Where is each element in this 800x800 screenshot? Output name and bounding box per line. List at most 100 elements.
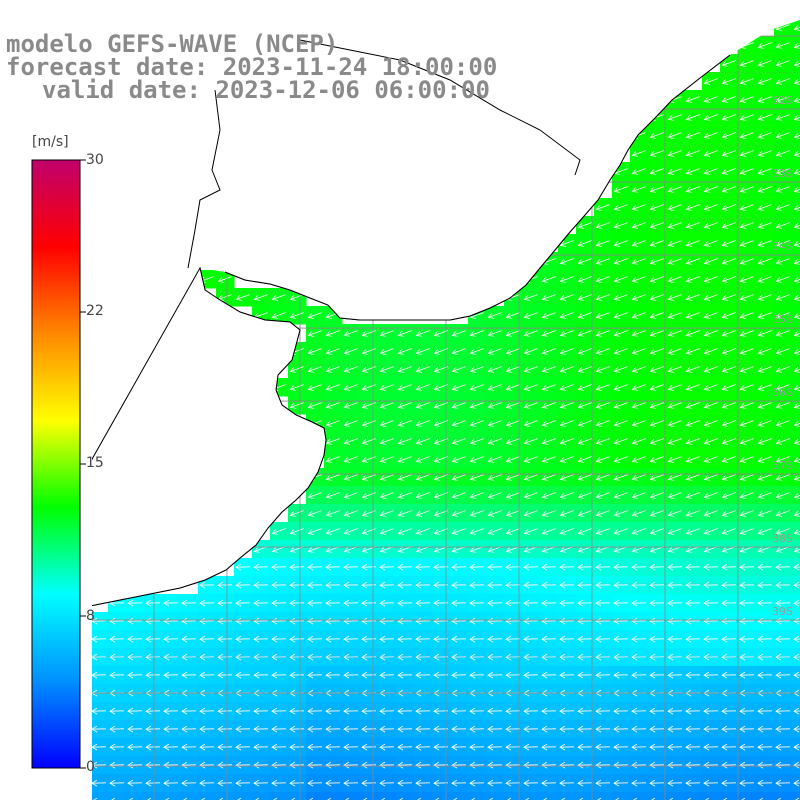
wind-arrow: [505, 761, 521, 769]
wind-arrow: [307, 492, 322, 499]
wind-arrow: [721, 528, 736, 535]
wind-arrow: [649, 671, 665, 679]
wind-arrow: [703, 258, 718, 265]
wind-arrow: [523, 312, 538, 319]
wind-arrow: [145, 635, 161, 643]
wind-arrow: [721, 743, 737, 751]
wind-arrow: [739, 222, 754, 229]
wind-arrow: [631, 186, 646, 193]
wind-arrow: [469, 420, 484, 427]
wind-arrow: [325, 671, 341, 679]
wind-arrow: [685, 492, 700, 499]
wind-arrow: [723, 797, 728, 800]
wind-arrow: [217, 581, 233, 589]
wind-arrow: [343, 707, 359, 715]
wind-arrow: [433, 348, 448, 355]
border-line: [187, 39, 581, 269]
wind-arrow: [721, 168, 736, 175]
wind-arrow: [721, 617, 737, 625]
wind-arrow: [415, 599, 431, 607]
wind-arrow: [631, 150, 646, 157]
wind-arrow: [667, 617, 683, 625]
wind-arrow: [343, 617, 359, 625]
wind-arrow: [667, 474, 682, 481]
wind-arrow: [289, 384, 304, 391]
wind-arrow: [397, 330, 412, 337]
wind-arrow: [757, 474, 772, 481]
wind-arrow: [327, 797, 332, 800]
wind-cell: [450, 792, 469, 800]
wind-arrow: [289, 707, 305, 715]
wind-arrow: [649, 384, 664, 391]
wind-arrow: [523, 635, 539, 643]
wind-arrow: [487, 312, 502, 319]
wind-arrow: [307, 599, 323, 607]
wind-arrow: [343, 348, 358, 355]
wind-arrow: [739, 96, 754, 103]
wind-arrow: [415, 779, 431, 787]
wind-arrow: [145, 779, 161, 787]
wind-arrow: [489, 797, 494, 800]
wind-arrow: [415, 510, 430, 517]
wind-arrow: [523, 743, 539, 751]
wind-arrow: [325, 635, 341, 643]
wind-arrow: [667, 743, 683, 751]
wind-arrow: [739, 581, 755, 589]
wind-arrow: [559, 384, 574, 391]
wind-arrow: [379, 510, 394, 517]
wind-arrow: [307, 563, 323, 571]
wind-arrow: [433, 366, 448, 373]
wind-cell: [648, 792, 667, 800]
wind-arrow: [631, 312, 646, 319]
wind-arrow: [487, 528, 502, 535]
wind-arrow: [217, 725, 233, 733]
wind-arrow: [721, 60, 736, 67]
wind-arrow: [703, 671, 719, 679]
wind-arrow: [523, 725, 539, 733]
wind-arrow: [343, 599, 359, 607]
wind-arrow: [289, 312, 304, 319]
wind-arrow: [451, 725, 467, 733]
wind-arrow: [433, 402, 448, 409]
wind-arrow: [721, 312, 736, 319]
wind-arrow: [487, 743, 503, 751]
wind-arrow: [613, 294, 628, 301]
wind-arrow: [667, 581, 683, 589]
wind-arrow: [381, 797, 386, 800]
wind-arrow: [775, 186, 790, 193]
model-title: modelo GEFS-WAVE (NCEP): [6, 30, 339, 58]
wind-arrow: [235, 599, 251, 607]
wind-arrow: [757, 222, 772, 229]
wind-arrow: [631, 384, 646, 391]
wind-arrow: [703, 581, 719, 589]
wind-arrow: [721, 150, 736, 157]
wind-cell: [558, 792, 577, 800]
wind-arrow: [739, 348, 754, 355]
wind-arrow: [649, 186, 664, 193]
wind-arrow: [721, 779, 737, 787]
colorbar-tick-label: 0: [86, 759, 95, 775]
wind-arrow: [793, 366, 800, 373]
wind-arrow: [165, 797, 170, 800]
wind-arrow: [505, 725, 521, 733]
wind-arrow: [505, 563, 521, 571]
wind-arrow: [757, 60, 772, 67]
wind-arrow: [793, 743, 800, 751]
wind-arrow: [613, 366, 628, 373]
wind-arrow: [577, 599, 593, 607]
wind-arrow: [757, 743, 773, 751]
wind-cell: [270, 792, 289, 800]
wind-arrow: [415, 474, 430, 481]
wind-arrow: [487, 330, 502, 337]
wind-arrow: [523, 563, 539, 571]
wind-arrow: [397, 510, 412, 517]
wind-arrow: [163, 743, 179, 751]
wind-arrow: [469, 581, 485, 589]
wind-arrow: [147, 797, 152, 800]
wind-arrow: [505, 492, 520, 499]
wind-arrow: [703, 725, 719, 733]
wind-arrow: [775, 258, 790, 265]
wind-arrow: [379, 384, 394, 391]
wind-arrow: [597, 797, 602, 800]
